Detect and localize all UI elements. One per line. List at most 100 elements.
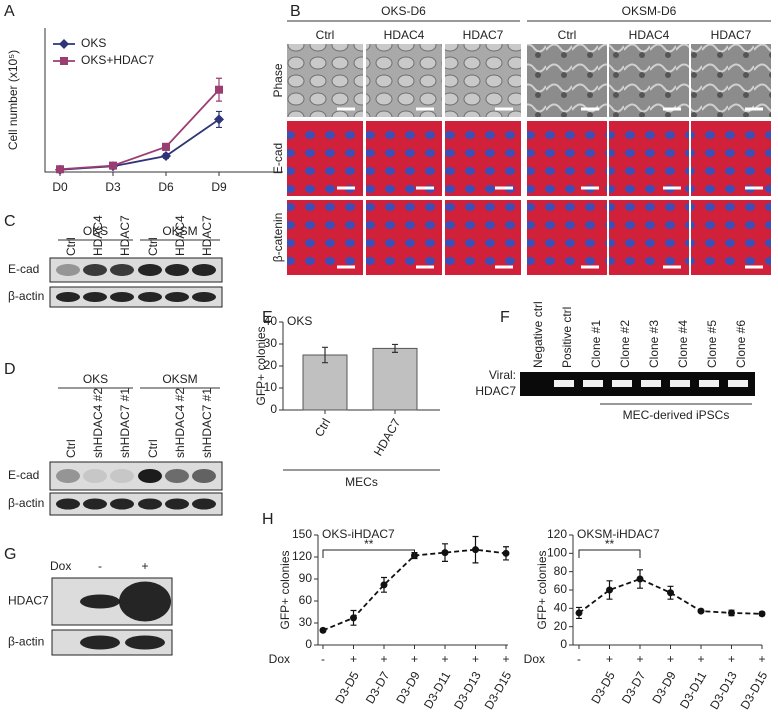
micrograph [287,200,363,275]
band [110,469,134,483]
axis [44,28,283,173]
band [125,635,165,650]
x-tick-label: D3-D5 [588,669,618,706]
dose-label: + [441,652,448,666]
column-label: HDAC7 [463,28,504,42]
lane-label: Clone #5 [705,320,719,368]
panel-letter: E [262,309,273,326]
blot [49,286,223,308]
band [110,292,134,302]
band [56,498,80,510]
significance-bracket [322,549,415,558]
x-tick-label: D3-D9 [649,669,679,706]
lane-label: HDAC7 [200,215,214,256]
micrograph [609,200,689,275]
x-tick-label: D3 [105,180,121,194]
blot [49,257,223,283]
band-label: E-cad [8,468,39,482]
micrograph [445,200,521,275]
y-tick-label: 20 [554,619,568,633]
band [192,264,216,276]
point [636,575,644,583]
micrograph [691,121,771,196]
band [138,498,162,510]
band [83,264,107,276]
band [192,498,216,510]
group-label: MEC-derived iPSCs [623,408,730,422]
x-tick-label: Ctrl [312,416,333,439]
y-tick-label: 30 [264,336,278,350]
band [138,264,162,276]
point [56,165,64,174]
point [441,549,449,557]
panel-letter: C [4,213,16,230]
panel-letter: G [4,546,16,563]
bar [372,347,418,411]
micrograph [691,44,771,117]
group-label: OKSM [162,372,197,386]
lane-label: shHDAC7 #1 [118,388,132,458]
micrograph [366,44,442,117]
y-tick-label: 150 [292,527,312,541]
gel-band [641,380,661,387]
point [319,626,327,634]
column-label: Ctrl [316,28,335,42]
dose-label: + [667,652,674,666]
treatment-label: Dox [524,652,545,666]
dose-label: + [697,652,704,666]
y-axis-label: GFP+ colonies [254,326,268,405]
point [575,609,583,617]
error-bar [322,346,328,364]
x-tick-label: D3-D5 [332,669,362,706]
y-axis-label: GFP+ colonies [278,550,292,629]
band [138,292,162,302]
group-label: OKS [83,224,108,238]
dose-label: + [758,652,765,666]
lane-label: HDAC4 [173,215,187,256]
group-label: OKS [83,372,108,386]
point [380,581,388,589]
lane-label: - [98,559,102,573]
y-tick-label: 40 [264,314,278,328]
dose-label: + [636,652,643,666]
axis [317,535,508,646]
panel-letter: D [4,361,16,378]
point [215,85,223,94]
micrograph [609,44,689,117]
band [165,469,189,483]
column-label: Ctrl [558,28,577,42]
point [214,114,224,125]
lane-label: shHDAC4 #2 [173,388,187,458]
row-label: Phase [271,63,285,97]
band [119,581,171,622]
gel-band [728,380,748,387]
error-bar [392,343,398,353]
x-tick-label: D3-D11 [421,669,454,711]
significance-label: ** [605,537,615,551]
dose-label: + [350,652,357,666]
lane-label: Clone #4 [676,320,690,368]
band [80,635,120,650]
x-tick-label: D0 [52,180,68,194]
y-tick-label: 100 [547,546,567,560]
significance-label: ** [364,537,374,551]
y-tick-label: 90 [299,571,313,585]
dose-label: - [321,652,325,666]
band [56,469,80,483]
x-tick-label: D3-D15 [738,669,771,712]
x-tick-label: D3-D11 [677,669,710,711]
micrograph [287,44,363,117]
y-tick-label: 30 [299,615,313,629]
blot [49,492,223,516]
x-tick-label: HDAC7 [371,416,404,459]
chart-title: OKS [287,314,312,328]
axis [572,535,762,646]
point [758,610,766,618]
group-label: OKSM-D6 [622,4,677,18]
micrograph [366,121,442,196]
dose-label: + [472,652,479,666]
lane-label: HDAC4 [91,215,105,256]
point [697,607,705,615]
line [59,89,220,171]
band [110,264,134,276]
